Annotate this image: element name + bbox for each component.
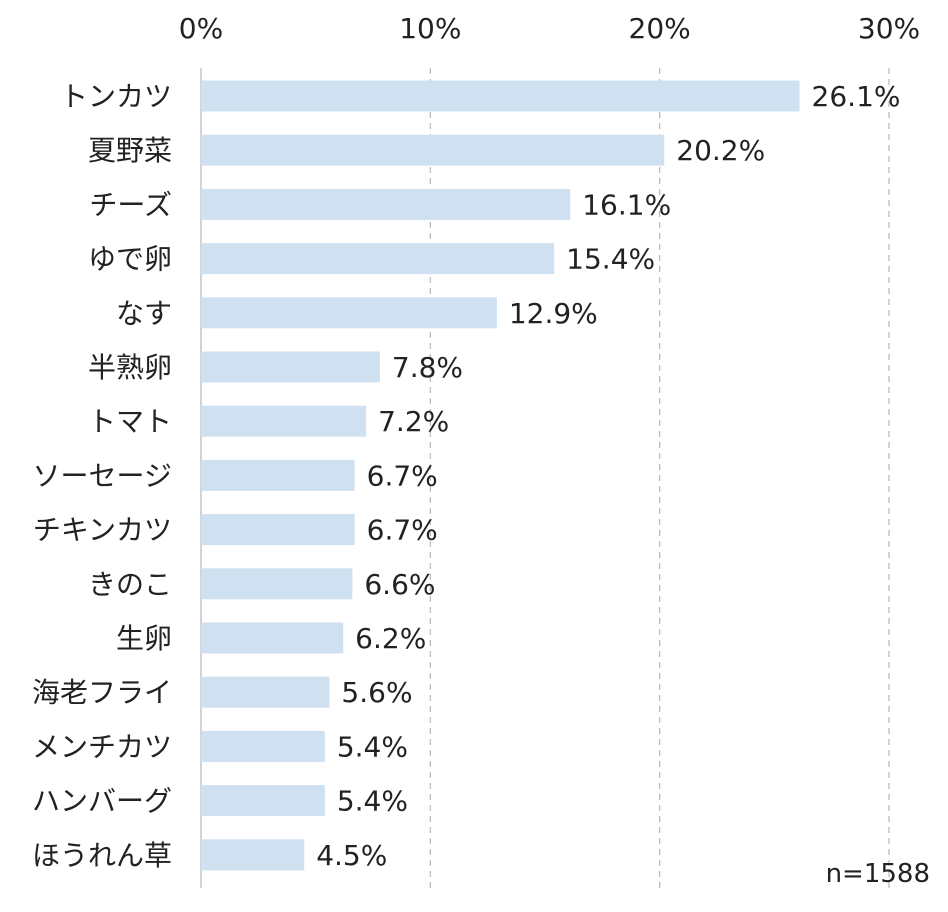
value-label: 20.2%: [676, 134, 765, 167]
value-label: 16.1%: [582, 188, 671, 221]
category-label: 夏野菜: [88, 134, 172, 167]
category-label: ゆで卵: [88, 243, 172, 276]
category-label: トンカツ: [60, 80, 172, 113]
value-labels: 26.1% 20.2%16.1% 15.4% 12.9% 7.8% 7.2% 6.7% 6.7…: [316, 80, 900, 872]
category-label: 半熟卵: [88, 351, 172, 384]
value-label: 5.6%: [341, 676, 412, 709]
bar: [201, 405, 367, 437]
bar: [201, 730, 325, 762]
value-label: 6.2%: [355, 622, 426, 655]
bar: [201, 514, 355, 546]
x-tick-label: 0%: [179, 12, 223, 45]
category-label: ほうれん草: [32, 839, 172, 872]
value-label: 4.5%: [316, 839, 387, 872]
category-labels: トンカツ夏野菜チーズゆで卵なす半熟卵トマトソーセージチキンカツきのこ生卵海老フラ…: [32, 80, 172, 872]
category-label: メンチカツ: [32, 730, 172, 763]
category-label: トマト: [88, 405, 172, 438]
value-label: 5.4%: [337, 730, 408, 763]
value-label: 26.1%: [812, 80, 901, 113]
category-label: チーズ: [89, 188, 172, 221]
bar: [201, 351, 380, 383]
category-label: ハンバーグ: [32, 785, 172, 818]
x-axis-ticks: 0% 10% 20% 30%: [179, 12, 920, 45]
value-label: 7.8%: [392, 351, 463, 384]
bars: [201, 80, 800, 871]
category-label: チキンカツ: [33, 514, 172, 547]
bar: [201, 297, 497, 329]
category-label: きのこ: [88, 568, 172, 601]
bar: [201, 80, 800, 112]
value-label: 7.2%: [378, 405, 449, 438]
bar: [201, 839, 305, 871]
bar: [201, 459, 355, 491]
category-label: 生卵: [116, 622, 172, 655]
bar: [201, 785, 325, 817]
value-label: 12.9%: [509, 297, 598, 330]
value-label: 15.4%: [566, 243, 655, 276]
category-label: なす: [116, 297, 172, 330]
value-label: 5.4%: [337, 785, 408, 818]
value-label: 6.6%: [364, 568, 435, 601]
category-label: ソーセージ: [33, 459, 172, 492]
value-label: 6.7%: [367, 514, 438, 547]
bar: [201, 568, 353, 600]
category-label: 海老フライ: [32, 676, 172, 709]
bar: [201, 676, 330, 708]
bar: [201, 243, 555, 275]
x-tick-label: 10%: [399, 12, 461, 45]
bar: [201, 134, 665, 166]
x-tick-label: 30%: [858, 12, 920, 45]
bar: [201, 188, 571, 220]
x-tick-label: 20%: [629, 12, 691, 45]
sample-size-note: n=1588: [826, 859, 930, 889]
value-label: 6.7%: [367, 459, 438, 492]
bar: [201, 622, 344, 654]
